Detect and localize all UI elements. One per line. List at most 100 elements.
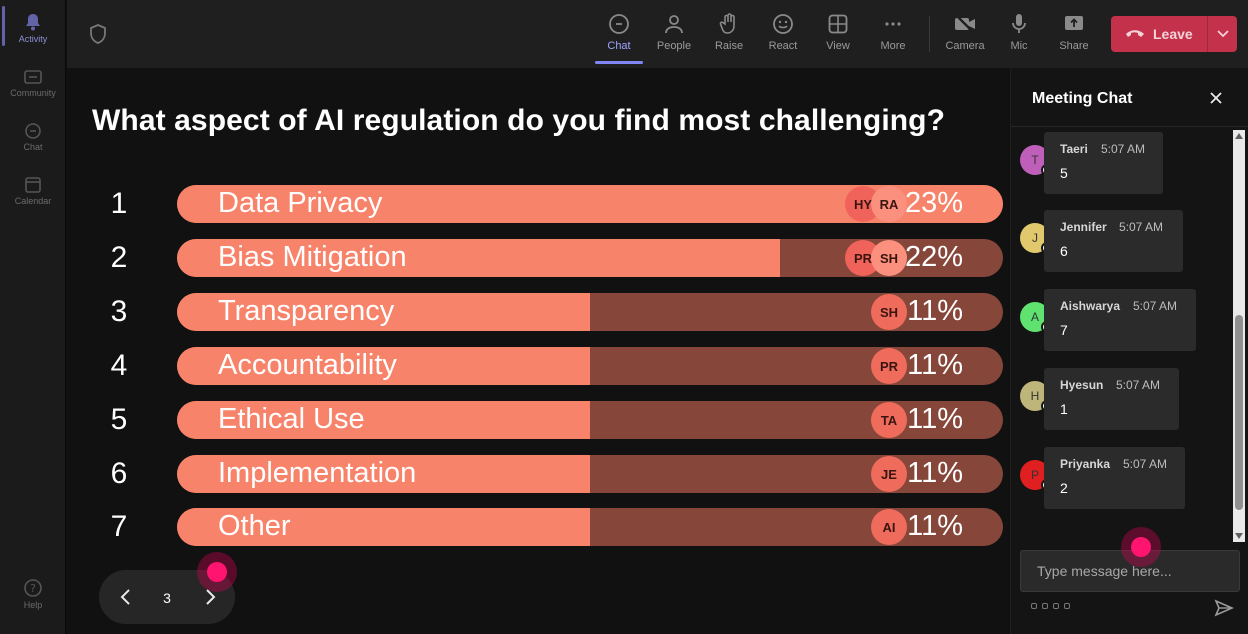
voter-avatar: SH [871, 294, 907, 330]
toolbar-react-button[interactable]: React [757, 8, 809, 60]
people-icon [665, 15, 683, 34]
sender-name: Jennifer [1060, 220, 1107, 234]
sender-name: Hyesun [1060, 378, 1104, 392]
chat-message-input[interactable] [1020, 550, 1240, 592]
toolbar-label: People [656, 40, 692, 52]
poll-question: What aspect of AI regulation do you find… [92, 104, 946, 137]
chat-title: Meeting Chat [1032, 90, 1133, 107]
toolbar-camera-button[interactable]: Camera [939, 8, 991, 60]
toolbar-mic-button[interactable]: Mic [993, 8, 1045, 60]
option-fill [177, 293, 590, 331]
option-result-bar: Other AI 11% [177, 508, 1003, 546]
scroll-up-arrow[interactable] [1235, 133, 1243, 139]
rail-item-help[interactable]: ? Help [0, 578, 66, 610]
pointer-highlight [197, 552, 237, 592]
rail-item-activity[interactable]: Activity [0, 12, 66, 44]
toolbar-label: Chat [607, 40, 631, 52]
rail-item-label: Calendar [14, 196, 52, 206]
toolbar-chat-button[interactable]: Chat [593, 8, 645, 64]
poll-results-stage: What aspect of AI regulation do you find… [67, 68, 1009, 634]
close-icon[interactable] [1208, 90, 1224, 106]
rail-item-calendar[interactable]: Calendar [0, 176, 66, 206]
chat-message[interactable]: Jennifer 5:07 AM 6 [1044, 210, 1183, 272]
option-label: Ethical Use [218, 403, 365, 435]
option-label: Accountability [218, 349, 397, 381]
toolbar-label: Share [1059, 40, 1089, 52]
chat-scrollbar[interactable] [1233, 130, 1245, 542]
sender-name: Taeri [1060, 142, 1088, 156]
leave-label: Leave [1153, 26, 1193, 42]
rail-item-label: Activity [18, 34, 48, 44]
hand-icon [719, 13, 735, 34]
rail-item-chat[interactable]: Chat [0, 122, 66, 152]
option-percent: 11% [907, 295, 963, 327]
shield-icon[interactable] [89, 24, 107, 44]
chevron-right-icon[interactable] [199, 586, 221, 608]
poll-option-row: 3 Transparency SH 11% [67, 293, 1009, 331]
mic-icon [1012, 14, 1026, 33]
toolbar-share-button[interactable]: Share [1048, 8, 1100, 60]
message-time: 5:07 AM [1133, 299, 1178, 313]
chevron-left-icon[interactable] [115, 586, 137, 608]
option-label: Data Privacy [218, 187, 383, 219]
rail-item-label: Chat [23, 142, 43, 152]
page-number: 3 [163, 590, 171, 606]
avatar-initial: A [1030, 310, 1039, 324]
pointer-highlight [1121, 527, 1161, 567]
option-percent: 11% [907, 510, 963, 542]
message-text: 6 [1060, 243, 1068, 259]
gif-icon[interactable] [1064, 603, 1070, 609]
message-time: 5:07 AM [1116, 378, 1161, 392]
scrollbar-thumb[interactable] [1235, 315, 1243, 510]
poll-option-row: 7 Other AI 11% [67, 508, 1009, 546]
message-text: 7 [1060, 322, 1068, 338]
scroll-down-arrow[interactable] [1235, 533, 1243, 539]
rail-item-community[interactable]: Community [0, 68, 66, 98]
poll-option-row: 5 Ethical Use TA 11% [67, 401, 1009, 439]
option-label: Other [218, 510, 291, 542]
leave-button[interactable]: Leave [1111, 16, 1237, 52]
message-text: 1 [1060, 401, 1068, 417]
chat-message[interactable]: Hyesun 5:07 AM 1 [1044, 368, 1179, 430]
hang-up-icon [1126, 30, 1144, 37]
toolbar-label: More [880, 40, 906, 52]
voter-avatar: RA [871, 186, 907, 222]
option-rank: 1 [110, 187, 128, 220]
attach-icon[interactable] [1042, 603, 1048, 609]
toolbar-view-button[interactable]: View [812, 8, 864, 60]
chat-icon [609, 14, 629, 34]
message-time: 5:07 AM [1101, 142, 1146, 156]
option-label: Implementation [218, 457, 417, 489]
option-label: Bias Mitigation [218, 241, 407, 273]
format-toolbar [1031, 603, 1070, 609]
message-time: 5:07 AM [1119, 220, 1164, 234]
toolbar-more-button[interactable]: More [867, 8, 919, 60]
option-fill [177, 455, 590, 493]
toolbar-people-button[interactable]: People [648, 8, 700, 60]
chevron-down-icon [1216, 30, 1229, 38]
option-result-bar: Accountability PR 11% [177, 347, 1003, 385]
chat-icon [25, 123, 41, 139]
bell-icon [26, 14, 40, 31]
send-icon[interactable] [1214, 599, 1234, 617]
emoji-icon[interactable] [1053, 603, 1059, 609]
sender-name: Priyanka [1060, 457, 1111, 471]
leave-options-button[interactable] [1208, 30, 1237, 38]
toolbar-divider [929, 16, 930, 52]
option-rank: 2 [110, 241, 128, 274]
message-time: 5:07 AM [1123, 457, 1168, 471]
meeting-toolbar: Chat People Raise React View More Camera… [67, 0, 1248, 68]
meeting-chat-panel: Meeting Chat T Taeri 5:07 AM 5 J Jennifer 5:07… [1010, 68, 1248, 634]
option-fill [177, 508, 590, 546]
message-text: 5 [1060, 165, 1068, 181]
smiley-icon [773, 14, 793, 34]
format-icon[interactable] [1031, 603, 1037, 609]
chat-message[interactable]: Priyanka 5:07 AM 2 [1044, 447, 1185, 509]
option-result-bar: Bias Mitigation PR SH 22% [177, 239, 1003, 277]
voter-avatar: TA [871, 402, 907, 438]
chat-message[interactable]: Taeri 5:07 AM 5 [1044, 132, 1163, 194]
poll-option-row: 4 Accountability PR 11% [67, 347, 1009, 385]
chat-message[interactable]: Aishwarya 5:07 AM 7 [1044, 289, 1196, 351]
toolbar-raise-button[interactable]: Raise [703, 8, 755, 60]
camera-off-icon [955, 14, 975, 34]
